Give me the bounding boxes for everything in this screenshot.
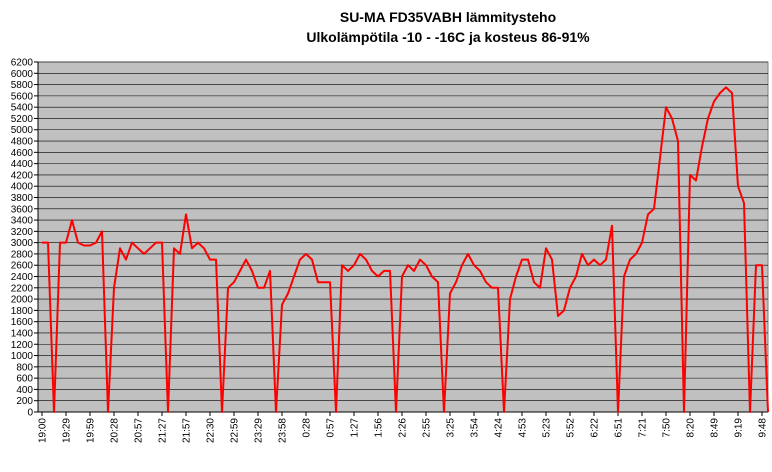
y-tick-label: 400	[16, 385, 33, 396]
x-tick-label: 2:26	[398, 418, 409, 438]
x-tick-label: 19:59	[86, 418, 97, 443]
y-tick-label: 4000	[11, 182, 34, 193]
chart-title: SU-MA FD35VABH lämmitysteho	[340, 9, 556, 25]
x-tick-label: 21:27	[158, 418, 169, 443]
y-tick-label: 5000	[11, 125, 34, 136]
x-tick-label: 5:23	[542, 418, 553, 438]
y-tick-label: 3800	[11, 193, 34, 204]
y-tick-label: 4800	[11, 137, 34, 148]
y-tick-label: 5400	[11, 103, 34, 114]
y-tick-label: 1400	[11, 328, 34, 339]
x-tick-label: 23:58	[278, 418, 289, 443]
x-tick-label: 1:27	[350, 418, 361, 438]
y-tick-label: 1800	[11, 306, 34, 317]
y-tick-label: 2200	[11, 283, 34, 294]
x-tick-label: 22:59	[230, 418, 241, 443]
y-tick-label: 3000	[11, 238, 34, 249]
y-tick-label: 2400	[11, 272, 34, 283]
x-tick-label: 5:52	[566, 418, 577, 438]
x-tick-label: 20:57	[134, 418, 145, 443]
x-tick-label: 21:57	[182, 418, 193, 443]
x-tick-label: 7:50	[662, 418, 673, 438]
y-tick-label: 1200	[11, 340, 34, 351]
y-tick-label: 2800	[11, 249, 34, 260]
x-tick-label: 4:53	[518, 418, 529, 438]
x-tick-label: 0:28	[302, 418, 313, 438]
x-tick-label: 8:20	[686, 418, 697, 438]
y-tick-label: 1000	[11, 351, 34, 362]
x-tick-label: 3:54	[470, 418, 481, 438]
y-tick-label: 6000	[11, 69, 34, 80]
x-tick-label: 23:29	[254, 418, 265, 443]
x-tick-label: 8:49	[710, 418, 721, 438]
x-tick-label: 3:25	[446, 418, 457, 438]
x-tick-label: 2:55	[422, 418, 433, 438]
y-tick-label: 5200	[11, 114, 34, 125]
y-tick-label: 5600	[11, 91, 34, 102]
x-tick-label: 6:22	[590, 418, 601, 438]
x-tick-label: 19:00	[38, 418, 49, 443]
x-tick-label: 4:24	[494, 418, 505, 438]
x-tick-label: 0:57	[326, 418, 337, 438]
chart-subtitle: Ulkolämpötila -10 - -16C ja kosteus 86-9…	[306, 29, 590, 45]
y-tick-label: 3400	[11, 216, 34, 227]
y-tick-label: 3200	[11, 227, 34, 238]
x-tick-label: 6:51	[614, 418, 625, 438]
plot-area	[37, 61, 769, 413]
x-tick-label: 7:21	[638, 418, 649, 438]
y-tick-label: 800	[16, 362, 33, 373]
y-tick-label: 200	[16, 396, 33, 407]
y-tick-label: 0	[27, 408, 33, 419]
y-tick-label: 2600	[11, 261, 34, 272]
x-tick-label: 1:56	[374, 418, 385, 438]
x-tick-label: 19:29	[62, 418, 73, 443]
x-tick-label: 9:19	[734, 418, 745, 438]
y-tick-label: 2000	[11, 295, 34, 306]
line-series	[42, 86, 769, 413]
y-tick-label: 6200	[11, 58, 34, 69]
x-tick-label: 22:30	[206, 418, 217, 443]
y-tick-label: 3600	[11, 204, 34, 215]
y-tick-label: 5800	[11, 80, 34, 91]
y-tick-label: 4400	[11, 159, 34, 170]
y-tick-label: 4600	[11, 148, 34, 159]
y-tick-label: 1600	[11, 317, 34, 328]
x-tick-label: 20:28	[110, 418, 121, 443]
y-tick-label: 600	[16, 374, 33, 385]
y-tick-label: 4200	[11, 170, 34, 181]
x-tick-label: 9:48	[758, 418, 769, 438]
